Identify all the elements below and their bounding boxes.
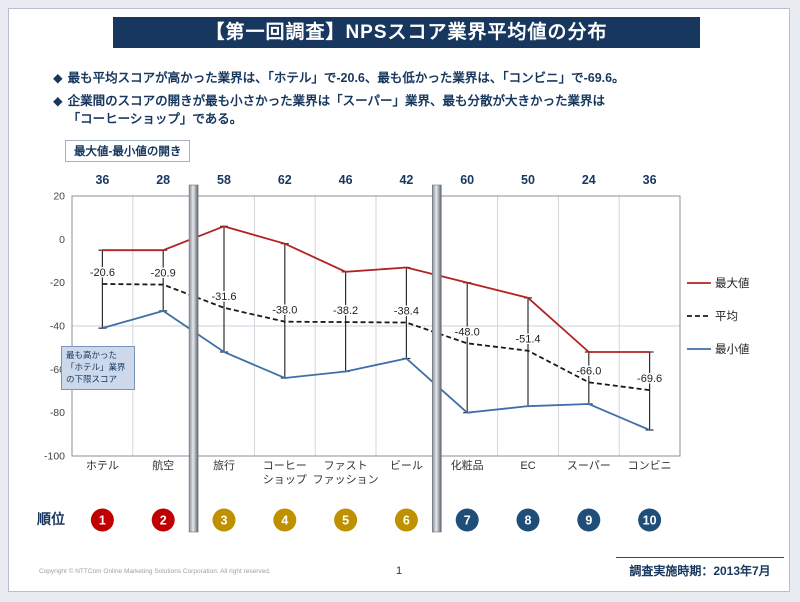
rank-number: 6 [403,514,410,528]
range-value: 62 [278,173,292,187]
range-value: 36 [643,173,657,187]
x-axis-label: スーパー [567,459,611,472]
range-value: 50 [521,173,535,187]
y-tick-label: -100 [44,451,65,463]
avg-value-label: -38.0 [272,305,297,317]
page-number: 1 [395,565,403,577]
y-tick-label: 0 [59,234,65,246]
rank-badge [455,508,479,532]
bullet-line: 「コーヒーショップ」である。 [67,112,243,127]
rank-badge [577,508,601,532]
range-value: 58 [217,173,231,187]
rank-number: 5 [342,514,349,528]
x-axis-label: ファスト [324,460,368,472]
rank-badge [516,508,540,532]
rank-badge [638,508,662,532]
x-axis-label: 旅行 [213,458,235,472]
avg-value-label: -20.9 [151,268,176,280]
x-axis-label: ホテル [86,459,119,472]
bullet-text: 最も平均スコアが高かった業界は、「ホテル」で-20.6、最も低かった業界は、「コ… [67,71,625,85]
avg-value-label: -20.6 [90,267,115,279]
bullet-list: ◆ 最も平均スコアが高かった業界は、「ホテル」で-20.6、最も低かった業界は、… [53,69,753,133]
rank-number: 7 [464,514,471,528]
bullet-text: 企業間のスコアの開きが最も小さかった業界は「スーパー」業界、最も分散が大きかった… [68,92,605,128]
range-value: 36 [95,173,109,187]
x-axis-label: 化粧品 [451,458,484,472]
x-axis-label: 航空 [152,458,174,472]
x-axis-label: コーヒー [263,459,307,472]
y-tick-label: -20 [50,277,65,289]
bullet-item: ◆ 企業間のスコアの開きが最も小さかった業界は「スーパー」業界、最も分散が大きか… [53,92,753,128]
x-axis-label: ショップ [263,473,307,486]
avg-value-label: -51.4 [515,334,540,346]
group-separator [188,184,199,533]
rank-badge [334,508,358,532]
rank-number: 9 [585,514,592,528]
range-value: 60 [460,173,474,187]
slide: 【第一回調査】NPSスコア業界平均値の分布 ◆ 最も平均スコアが高かった業界は、… [8,8,790,592]
rank-badge [394,508,418,532]
range-label: 最大値-最小値の開き [65,140,191,162]
slide-title: 【第一回調査】NPSスコア業界平均値の分布 [113,17,700,48]
bullet-item: ◆ 最も平均スコアが高かった業界は、「ホテル」で-20.6、最も低かった業界は、… [53,69,753,87]
range-value: 46 [339,173,353,187]
range-value: 42 [399,173,413,187]
avg-value-label: -38.4 [394,306,419,318]
rank-badge [212,508,236,532]
group-separator [431,184,442,533]
rank-label: 順位 [37,511,65,527]
rank-badge [90,508,114,532]
avg-value-label: -66.0 [576,365,601,377]
legend-label: 最小値 [715,343,750,356]
avg-value-label: -48.0 [455,326,480,338]
rank-number: 3 [221,514,228,528]
avg-value-label: -69.6 [637,373,662,385]
range-value: 24 [582,173,596,187]
rank-number: 10 [643,514,657,528]
avg-value-label: -31.6 [211,291,236,303]
rank-badge [151,508,175,532]
x-axis-label: ビール [390,459,423,472]
rank-number: 4 [281,514,288,528]
avg-value-label: -38.2 [333,305,358,317]
rank-number: 2 [160,514,167,528]
copyright-text: Copyright © NTTCom Online Marketing Solu… [39,568,271,575]
x-axis-label: EC [520,460,535,472]
plot-frame [71,195,681,457]
x-axis-label: コンビニ [628,459,672,472]
legend-label: 平均 [715,310,738,323]
survey-period: 調査実施時期：2013年7月 [616,557,784,579]
diamond-bullet-icon: ◆ [53,94,63,109]
legend-label: 最大値 [715,276,750,290]
annotation-callout: 最も高かった「ホテル」業界の下限スコア [61,346,135,390]
x-axis-label: ファッション [313,474,379,486]
rank-number: 1 [99,514,106,528]
rank-number: 8 [525,514,532,528]
y-tick-label: -40 [50,321,65,333]
y-tick-label: -80 [50,407,65,419]
bullet-line: 企業間のスコアの開きが最も小さかった業界は「スーパー」業界、最も分散が大きかった… [67,94,606,109]
y-tick-label: 20 [53,191,65,203]
range-value: 28 [156,173,170,187]
diamond-bullet-icon: ◆ [53,71,63,85]
rank-badge [273,508,297,532]
